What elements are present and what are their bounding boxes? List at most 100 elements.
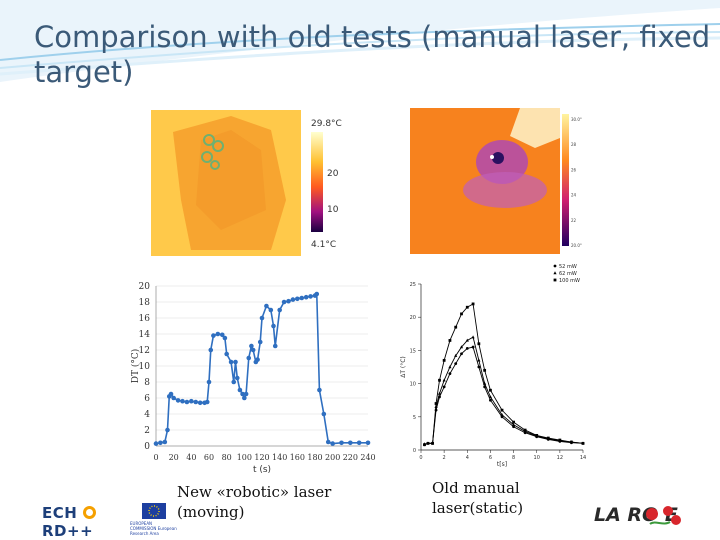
- data-point: [442, 378, 446, 382]
- y-tick-label: 20: [410, 315, 416, 321]
- data-point: [158, 440, 163, 446]
- data-point: [434, 402, 438, 405]
- data-point: [264, 303, 269, 309]
- echord-logo-ring: [83, 506, 96, 519]
- data-point: [321, 411, 327, 417]
- y-tick-label: 6: [144, 394, 150, 404]
- echord-logo-text: ECH RD++: [42, 504, 94, 540]
- data-point: [259, 315, 265, 321]
- x-tick-label: 2: [443, 455, 446, 461]
- larose-logo-text: LA RO E: [594, 504, 678, 526]
- data-point: [246, 355, 252, 361]
- x-tick-label: 40: [186, 453, 196, 462]
- eu-flag-icon: [142, 503, 166, 519]
- data-point: [325, 439, 331, 445]
- x-axis-label: t (s): [253, 465, 271, 475]
- data-point: [535, 433, 539, 437]
- larose-logo: LA RO E: [592, 498, 688, 532]
- x-tick-label: 8: [512, 455, 515, 461]
- left-scale-low: 10: [327, 205, 339, 215]
- data-point: [208, 347, 214, 353]
- data-point: [314, 291, 320, 297]
- data-point: [471, 335, 475, 339]
- y-tick-label: 0: [144, 442, 150, 452]
- data-point: [171, 395, 176, 401]
- x-tick-label: 20: [169, 453, 179, 462]
- y-tick-label: 12: [139, 346, 150, 356]
- data-point: [204, 399, 210, 405]
- data-point: [281, 299, 287, 305]
- data-point: [272, 343, 278, 349]
- data-point: [242, 395, 247, 401]
- y-tick-label: 14: [139, 330, 151, 340]
- data-point: [197, 400, 203, 406]
- data-point: [465, 305, 469, 309]
- eu-commission-text: EUROPEAN COMMISSION European Research Ar…: [130, 521, 177, 536]
- data-point: [442, 385, 446, 389]
- x-tick-label: 0: [419, 455, 422, 461]
- data-point: [299, 295, 305, 301]
- data-point: [477, 365, 481, 369]
- left-scale-mid: 20: [327, 169, 339, 179]
- data-point: [454, 362, 458, 366]
- y-tick-label: 5: [413, 415, 416, 421]
- data-point: [553, 271, 557, 275]
- data-point: [553, 264, 557, 268]
- data-point: [448, 372, 452, 376]
- x-tick-label: 120: [254, 453, 269, 462]
- data-point: [500, 413, 504, 417]
- x-tick-label: 240: [360, 453, 375, 462]
- data-point: [175, 398, 181, 403]
- thermal-image-manual: 30.0°C 28 26 24 22 20.0°C: [410, 108, 582, 254]
- data-point: [162, 439, 168, 445]
- x-tick-label: 220: [343, 453, 358, 462]
- data-point: [477, 358, 481, 362]
- data-point: [465, 347, 469, 350]
- header-swoosh: [0, 0, 720, 82]
- data-point: [500, 415, 504, 419]
- left-scale-max: 29.8°C: [311, 119, 342, 129]
- data-point: [211, 333, 216, 338]
- data-point: [255, 357, 260, 362]
- data-point: [558, 438, 562, 442]
- x-axis-label: t[s]: [497, 461, 507, 468]
- data-point: [308, 294, 313, 299]
- data-point: [290, 297, 296, 302]
- data-point: [454, 325, 458, 329]
- left-scale-min: 4.1°C: [311, 240, 336, 250]
- data-point: [348, 440, 353, 446]
- data-point: [286, 298, 291, 304]
- data-point: [168, 391, 174, 397]
- y-tick-label: 10: [410, 382, 416, 388]
- data-point: [512, 420, 515, 424]
- rose-icon: [646, 506, 681, 525]
- data-point: [317, 387, 322, 393]
- right-scale-label: 30.0°C: [571, 117, 582, 122]
- data-point: [165, 427, 170, 433]
- data-point: [277, 307, 282, 313]
- data-point: [234, 375, 240, 381]
- series-line: [424, 336, 584, 445]
- x-tick-label: 100: [237, 453, 252, 462]
- data-point: [489, 398, 492, 402]
- data-point: [231, 379, 237, 385]
- data-point: [356, 440, 362, 446]
- y-tick-label: 10: [139, 362, 151, 372]
- data-point: [224, 351, 229, 357]
- data-point: [295, 296, 300, 302]
- data-point: [553, 278, 557, 282]
- data-point: [215, 331, 221, 337]
- echord-logo: ECH RD++: [40, 500, 130, 540]
- data-point: [153, 441, 159, 446]
- y-tick-label: 20: [139, 282, 151, 292]
- data-point: [426, 441, 430, 445]
- legend-entry: 62 mW: [559, 271, 577, 277]
- x-tick-label: 180: [307, 453, 322, 462]
- data-point: [489, 388, 492, 392]
- x-tick-label: 0: [153, 453, 158, 462]
- data-point: [243, 391, 249, 397]
- data-point: [546, 436, 550, 440]
- y-axis-label: ΔT (°C): [400, 356, 407, 378]
- legend-entry: 52 mW: [559, 264, 577, 270]
